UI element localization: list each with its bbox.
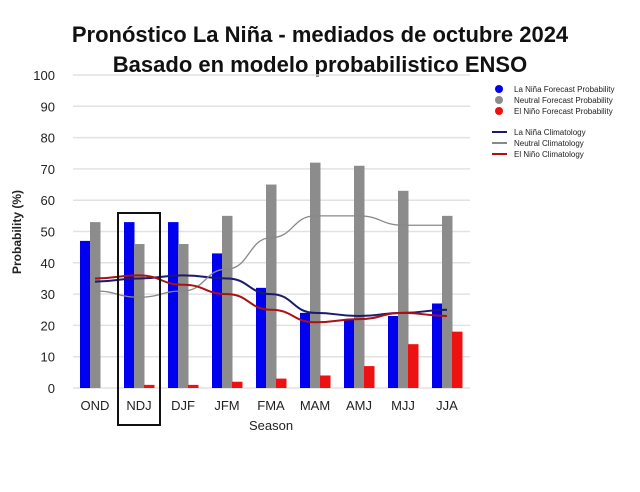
bar-la-ni-a-forecast-probability bbox=[168, 222, 179, 388]
bar-neutral-forecast-probability bbox=[266, 184, 277, 388]
bar-el-ni-o-forecast-probability bbox=[144, 384, 155, 388]
y-tick-label: 10 bbox=[41, 350, 55, 365]
y-tick-label: 90 bbox=[41, 99, 55, 114]
bar-el-ni-o-forecast-probability bbox=[364, 366, 375, 388]
line-neutral-climatology bbox=[94, 215, 447, 298]
bar-neutral-forecast-probability bbox=[398, 190, 409, 388]
y-tick-label: 60 bbox=[41, 193, 55, 208]
bar-neutral-forecast-probability bbox=[178, 244, 189, 388]
bar-neutral-forecast-probability bbox=[354, 165, 365, 388]
x-tick-label: NDJ bbox=[126, 398, 151, 413]
bar-la-ni-a-forecast-probability bbox=[80, 240, 91, 388]
bar-la-ni-a-forecast-probability bbox=[432, 303, 443, 388]
chart-title: Pronóstico La Niña - mediados de octubre… bbox=[71, 22, 569, 47]
legend-marker bbox=[495, 107, 503, 115]
bar-el-ni-o-forecast-probability bbox=[408, 344, 419, 388]
y-tick-label: 30 bbox=[41, 287, 55, 302]
legend-label: Neutral Forecast Probability bbox=[514, 96, 613, 105]
bar-la-ni-a-forecast-probability bbox=[388, 316, 399, 388]
y-tick-label: 50 bbox=[41, 225, 55, 240]
y-tick-label: 100 bbox=[33, 68, 55, 83]
legend-label: La Niña Climatology bbox=[514, 128, 586, 137]
x-tick-label: JFM bbox=[214, 398, 239, 413]
legend-label: Neutral Climatology bbox=[514, 139, 584, 148]
legend-marker bbox=[495, 85, 503, 93]
line-el-ni-o-climatology bbox=[94, 274, 448, 324]
bar-el-ni-o-forecast-probability bbox=[232, 381, 243, 388]
bar-el-ni-o-forecast-probability bbox=[452, 331, 463, 388]
x-tick-label: JJA bbox=[436, 398, 458, 413]
legend-marker bbox=[495, 96, 503, 104]
bar-el-ni-o-forecast-probability bbox=[320, 375, 331, 388]
x-tick-label: AMJ bbox=[346, 398, 372, 413]
y-axis-label: Probability (%) bbox=[10, 190, 24, 274]
x-tick-label: OND bbox=[81, 398, 110, 413]
bar-neutral-forecast-probability bbox=[310, 162, 321, 388]
y-tick-label: 70 bbox=[41, 162, 55, 177]
bar-el-ni-o-forecast-probability bbox=[188, 384, 199, 388]
bar-la-ni-a-forecast-probability bbox=[344, 319, 355, 388]
bar-la-ni-a-forecast-probability bbox=[212, 253, 223, 388]
bar-neutral-forecast-probability bbox=[90, 222, 101, 388]
bar-la-ni-a-forecast-probability bbox=[124, 222, 135, 388]
legend-label: La Niña Forecast Probability bbox=[514, 85, 615, 94]
x-tick-label: DJF bbox=[171, 398, 195, 413]
y-tick-label: 20 bbox=[41, 318, 55, 333]
x-tick-label: MJJ bbox=[391, 398, 415, 413]
legend-label: El Niño Forecast Probability bbox=[514, 107, 613, 116]
legend-label: El Niño Climatology bbox=[514, 150, 584, 159]
bar-neutral-forecast-probability bbox=[222, 215, 233, 388]
bar-la-ni-a-forecast-probability bbox=[256, 287, 267, 388]
chart-subtitle: Basado en modelo probabilistico ENSO bbox=[112, 52, 528, 77]
x-axis-label: Season bbox=[249, 418, 293, 433]
bar-la-ni-a-forecast-probability bbox=[300, 312, 311, 388]
x-tick-label: FMA bbox=[257, 398, 285, 413]
y-tick-label: 0 bbox=[48, 381, 55, 396]
y-tick-label: 40 bbox=[41, 256, 55, 271]
bar-neutral-forecast-probability bbox=[134, 244, 145, 388]
x-tick-label: MAM bbox=[300, 398, 330, 413]
bar-el-ni-o-forecast-probability bbox=[276, 378, 287, 388]
highlight-box bbox=[117, 212, 161, 426]
bar-neutral-forecast-probability bbox=[442, 215, 453, 388]
y-tick-label: 80 bbox=[41, 131, 55, 146]
